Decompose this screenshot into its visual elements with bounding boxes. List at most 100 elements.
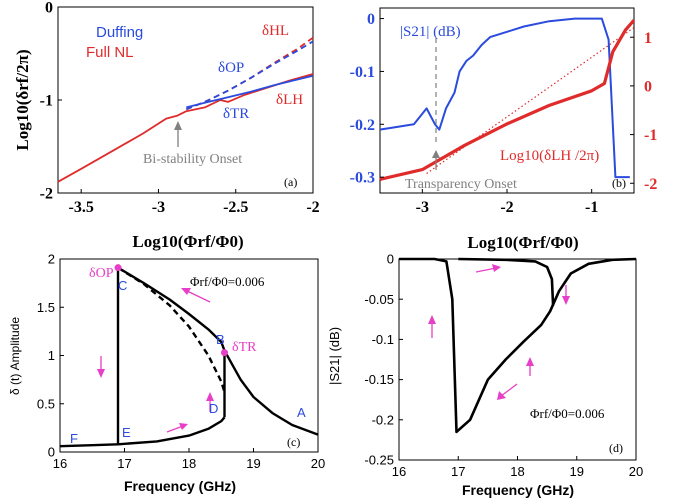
- panel-c-label-F: F: [70, 431, 78, 446]
- panel-a-series-1: [186, 74, 314, 109]
- panel-d-ytick-label: 0: [387, 252, 394, 267]
- panel-d-series-0: [399, 257, 637, 434]
- panel-a-xtick-label: -2: [306, 199, 319, 216]
- panel-c-series: [59, 264, 319, 448]
- panel-c-arrow-down: [97, 356, 105, 378]
- panel-a-series: [57, 36, 314, 183]
- panel-a-legend-fullnl: Full NL: [86, 44, 134, 61]
- panel-b-series-0: [379, 17, 630, 179]
- panel-d-frame: [398, 258, 637, 461]
- panel-d-ticks: 16 17 18 19 20 0 -0.05 -0.1 -0.15 -0.2 -0.25: [364, 252, 643, 479]
- panel-a-xlabel: Log10(Φrf/Φ0): [132, 232, 243, 251]
- panel-b-label: (b): [612, 176, 626, 190]
- panel-b-left-ytick-label: 0: [367, 11, 375, 28]
- panel-c-series-4: [223, 350, 319, 436]
- panel-d-xtick-label: 20: [629, 464, 643, 479]
- panel-a: -3.5 -3 -2.5 -2 -2 -1 0 Duffing Full NL δHL δO…: [13, 0, 320, 251]
- panel-d-xlabel: Frequency (GHz): [462, 482, 574, 498]
- panel-c-annot-flux: Φrf/Φ0=0.006: [190, 274, 265, 289]
- panel-d-arrow-down-left: [497, 383, 518, 400]
- panel-b-annot-dLH: Log10(δLH /2π): [500, 148, 599, 164]
- panel-c-ytick-label: 1: [48, 348, 55, 363]
- panel-a-xtick-label: -3.5: [69, 199, 94, 216]
- panel-c-ytick-label: 0: [48, 445, 55, 460]
- panel-b-xtick-label: -2: [500, 199, 513, 216]
- panel-d-annot-flux: Φrf/Φ0=0.006: [530, 406, 605, 421]
- panel-c-frame: [59, 258, 319, 453]
- panel-d-ytick-label: -0.25: [364, 453, 394, 468]
- panel-c-arrow-up-left: [181, 288, 211, 303]
- panel-d-arrow-down: [562, 285, 570, 305]
- panel-b-right-ytick-label: -1: [644, 127, 657, 144]
- panel-b-ticks: -3 -2 -1 0 -0.1 -0.2 -0.3 1 0 -1 -2: [350, 11, 658, 216]
- panel-d-arrow-up-left: [428, 315, 436, 338]
- panel-c-arrow-up: [206, 392, 214, 412]
- panel-b-left-ytick-label: -0.1: [350, 64, 375, 81]
- panel-c-ytick-label: 2: [48, 252, 55, 267]
- panel-a-xtick-label: -3: [152, 199, 165, 216]
- panel-c-xtick-label: 20: [311, 456, 325, 471]
- panel-d-label: (d): [609, 441, 623, 455]
- panel-b-xlabel: Log10(Φrf/Φ0): [467, 233, 578, 252]
- panel-a-annot-dOP: δOP: [218, 60, 244, 76]
- panel-c-marker-δTR: [220, 349, 228, 357]
- panel-d: 16 17 18 19 20 0 -0.05 -0.1 -0.15 -0.2 -0.25: [327, 252, 643, 498]
- panel-c-label-D: D: [209, 401, 218, 416]
- panel-a-annot-onset: Bi-stability Onset: [143, 152, 242, 167]
- panel-c-ytick-label: 1.5: [37, 300, 55, 315]
- panel-b-left-ytick-label: -0.2: [350, 117, 375, 134]
- panel-c-xlabel: Frequency (GHz): [124, 478, 236, 494]
- panel-b-left-ytick-label: -0.3: [350, 170, 375, 187]
- panel-c-series-5: [117, 266, 226, 393]
- panel-c-ticks: 16 17 18 19 20 0 0.5 1 1.5 2: [37, 252, 325, 471]
- panel-d-ytick-label: -0.05: [364, 292, 394, 307]
- panel-d-ytick-label: -0.1: [372, 332, 394, 347]
- panel-d-arrow-up-right: [526, 357, 534, 376]
- panel-a-annot-dLH: δLH: [276, 92, 303, 108]
- panel-d-ylabel: |S21| (dB): [327, 327, 342, 385]
- panel-a-annot-dTR: δTR: [223, 106, 249, 122]
- panel-c-annot-dOP: δOP: [89, 266, 114, 281]
- panel-a-ytick-label: -2: [40, 186, 53, 203]
- panel-a-ytick-label: -1: [40, 93, 53, 110]
- panel-d-arrows: [428, 264, 570, 400]
- panel-a-label: (a): [284, 175, 297, 189]
- panel-a-xtick-label: -2.5: [223, 199, 248, 216]
- panel-b-annot-onset: Transparency Onset: [405, 177, 517, 192]
- panel-a-annot-dHL: δHL: [262, 23, 289, 39]
- panel-d-xtick-label: 18: [510, 464, 524, 479]
- panel-b-right-ytick-label: 0: [644, 78, 652, 95]
- panel-a-ytick-label: 0: [45, 0, 53, 17]
- panel-c-annot-dTR: δTR: [232, 340, 257, 355]
- panel-b-right-ytick-label: 1: [644, 30, 652, 47]
- panel-c-ylabel: δ (t) Amplitude: [8, 317, 22, 395]
- panel-d-xtick-label: 16: [392, 464, 406, 479]
- panel-d-ytick-label: -0.2: [372, 412, 394, 427]
- panel-c-xtick-label: 16: [53, 456, 67, 471]
- panel-d-xtick-label: 19: [570, 464, 584, 479]
- panel-b-onset-arrowhead: [432, 150, 440, 158]
- panel-a-ylabel: Log10(δrf/2π): [13, 49, 32, 150]
- panel-c-ytick-label: 0.5: [37, 396, 55, 411]
- panel-c-label: (c): [287, 435, 300, 449]
- panel-b: -3 -2 -1 0 -0.1 -0.2 -0.3 1 0 -1 -2 |S21| (dB) Log…: [350, 7, 658, 252]
- panel-b-series-1: [379, 19, 636, 181]
- panel-b-annot-s21: |S21| (dB): [400, 24, 461, 40]
- panel-c-label-A: A: [297, 405, 306, 420]
- panel-a-series-3: [185, 40, 314, 111]
- panel-b-xtick-label: -3: [416, 199, 429, 216]
- panel-b-xtick-label: -1: [585, 199, 598, 216]
- panel-c-arrow-right: [166, 423, 188, 433]
- panel-a-ticks: -3.5 -3 -2.5 -2 -2 -1 0: [40, 0, 320, 216]
- panel-d-series-1: [458, 257, 555, 306]
- panel-c-label-B: B: [216, 332, 225, 347]
- panel-c-xtick-label: 19: [246, 456, 260, 471]
- panel-c-marker-δOP: [114, 264, 122, 272]
- panel-c-label-E: E: [122, 425, 131, 440]
- panel-c: 16 17 18 19 20 0 0.5 1 1.5 2 Φrf/Φ0=0.006 δOP δTR…: [8, 252, 325, 494]
- panel-d-xtick-label: 17: [451, 464, 465, 479]
- panel-c-label-C: C: [118, 278, 127, 293]
- panel-a-onset-arrowhead: [174, 121, 182, 130]
- panel-a-legend-duffing: Duffing: [96, 24, 143, 41]
